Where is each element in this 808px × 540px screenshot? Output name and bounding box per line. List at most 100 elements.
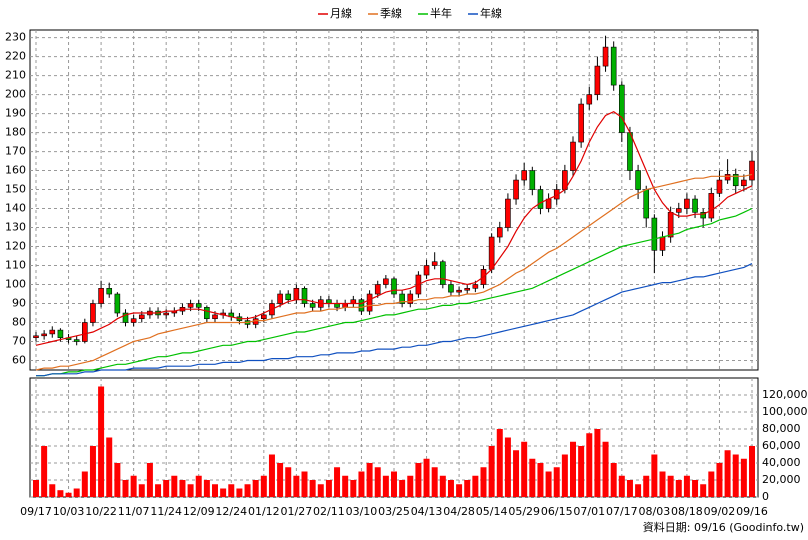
- x-tick-label: 05/29: [508, 505, 540, 518]
- volume-bar: [643, 475, 650, 497]
- x-tick-label: 05/14: [476, 505, 508, 518]
- volume-bar: [146, 463, 153, 497]
- volume-bar: [163, 480, 170, 497]
- volume-bar: [724, 450, 731, 497]
- volume-bar: [350, 480, 357, 497]
- volume-bar: [545, 471, 552, 497]
- volume-bar: [73, 488, 80, 497]
- volume-bar: [285, 467, 292, 497]
- volume-bar: [496, 429, 503, 497]
- volume-bar: [187, 484, 194, 497]
- x-tick-label: 09/16: [736, 505, 768, 518]
- legend-label: 半年: [430, 6, 452, 20]
- volume-bar: [203, 480, 210, 497]
- volume-bar: [708, 471, 715, 497]
- y-tick-label: 180: [5, 126, 26, 139]
- volume-bar: [594, 429, 601, 497]
- volume-bar: [33, 480, 39, 497]
- y-tick-label: 130: [5, 221, 26, 234]
- ma-line: [36, 207, 753, 377]
- volume-bar: [504, 437, 511, 497]
- y-tick-label: 160: [5, 164, 26, 177]
- candle-body: [684, 198, 690, 209]
- candle-body: [358, 299, 365, 312]
- ma-line: [36, 263, 753, 377]
- volume-bar: [626, 480, 633, 497]
- candle-body: [431, 261, 438, 266]
- volume-bar: [521, 441, 528, 497]
- candle-body: [261, 314, 267, 320]
- volume-bar: [407, 475, 414, 497]
- volume-bar: [480, 467, 487, 497]
- y2-tick-label: 80,000: [762, 422, 801, 435]
- x-tick-label: 01/12: [248, 505, 280, 518]
- candle-body: [122, 312, 129, 323]
- volume-bar: [171, 475, 178, 497]
- candle-body: [212, 314, 218, 320]
- candle-body: [383, 278, 389, 285]
- volume-bar: [700, 484, 707, 497]
- volume-bar: [749, 446, 755, 497]
- volume-bar: [366, 463, 373, 497]
- candle-body: [285, 293, 292, 301]
- volume-bar: [659, 471, 666, 497]
- y2-tick-label: 60,000: [762, 439, 801, 452]
- candle-body: [423, 265, 430, 276]
- x-tick-label: 10/22: [85, 505, 117, 518]
- candle-body: [187, 303, 194, 308]
- volume-bar: [268, 454, 275, 497]
- volume-bar: [399, 480, 406, 497]
- volume-bar: [586, 433, 593, 497]
- ma-line: [35, 173, 753, 371]
- volume-bar: [553, 467, 560, 497]
- candle-body: [578, 103, 584, 143]
- x-tick-label: 12/24: [215, 505, 247, 518]
- y-tick-label: 200: [5, 88, 26, 101]
- candle-body: [407, 293, 414, 304]
- volume-bar: [529, 458, 536, 497]
- candle-body: [651, 217, 658, 251]
- candle-body: [163, 312, 169, 316]
- candle-body: [57, 329, 64, 339]
- y2-tick-label: 100,000: [762, 405, 808, 418]
- candle-body: [488, 236, 495, 270]
- candle-body: [374, 284, 381, 295]
- candle-body: [732, 174, 739, 187]
- volume-bar: [138, 484, 145, 497]
- volume-bar: [618, 475, 625, 497]
- volume-bar: [114, 463, 121, 497]
- candle-body: [496, 227, 503, 238]
- volume-bar: [439, 475, 446, 497]
- candle-body: [553, 189, 560, 200]
- y2-tick-label: 0: [762, 490, 769, 503]
- candle-body: [602, 46, 609, 67]
- y-tick-label: 230: [5, 31, 26, 44]
- x-tick-label: 12/09: [183, 505, 215, 518]
- y-tick-label: 110: [5, 259, 26, 272]
- x-tick-label: 04/28: [443, 505, 475, 518]
- x-tick-label: 07/17: [606, 505, 638, 518]
- volume-bar: [179, 480, 186, 497]
- volume-bar: [155, 484, 162, 497]
- volume-bar: [325, 480, 332, 497]
- candle-body: [675, 208, 682, 213]
- candle-body: [659, 236, 666, 251]
- x-tick-label: 01/27: [281, 505, 313, 518]
- candle-body: [106, 288, 113, 295]
- ma-line: [35, 111, 753, 346]
- volume-bar: [41, 446, 48, 497]
- volume-bar: [317, 484, 324, 497]
- legend-label: 月線: [330, 6, 352, 20]
- volume-bar: [374, 467, 381, 497]
- volume-bar: [236, 488, 243, 497]
- volume-bar: [228, 484, 235, 497]
- volume-bar: [122, 480, 129, 497]
- volume-bar: [447, 480, 454, 497]
- volume-bar: [675, 480, 682, 497]
- y-tick-label: 220: [5, 50, 26, 63]
- volume-bar: [610, 463, 617, 497]
- legend-label: 季線: [380, 6, 402, 20]
- candle-body: [277, 293, 283, 304]
- volume-bar: [342, 475, 349, 497]
